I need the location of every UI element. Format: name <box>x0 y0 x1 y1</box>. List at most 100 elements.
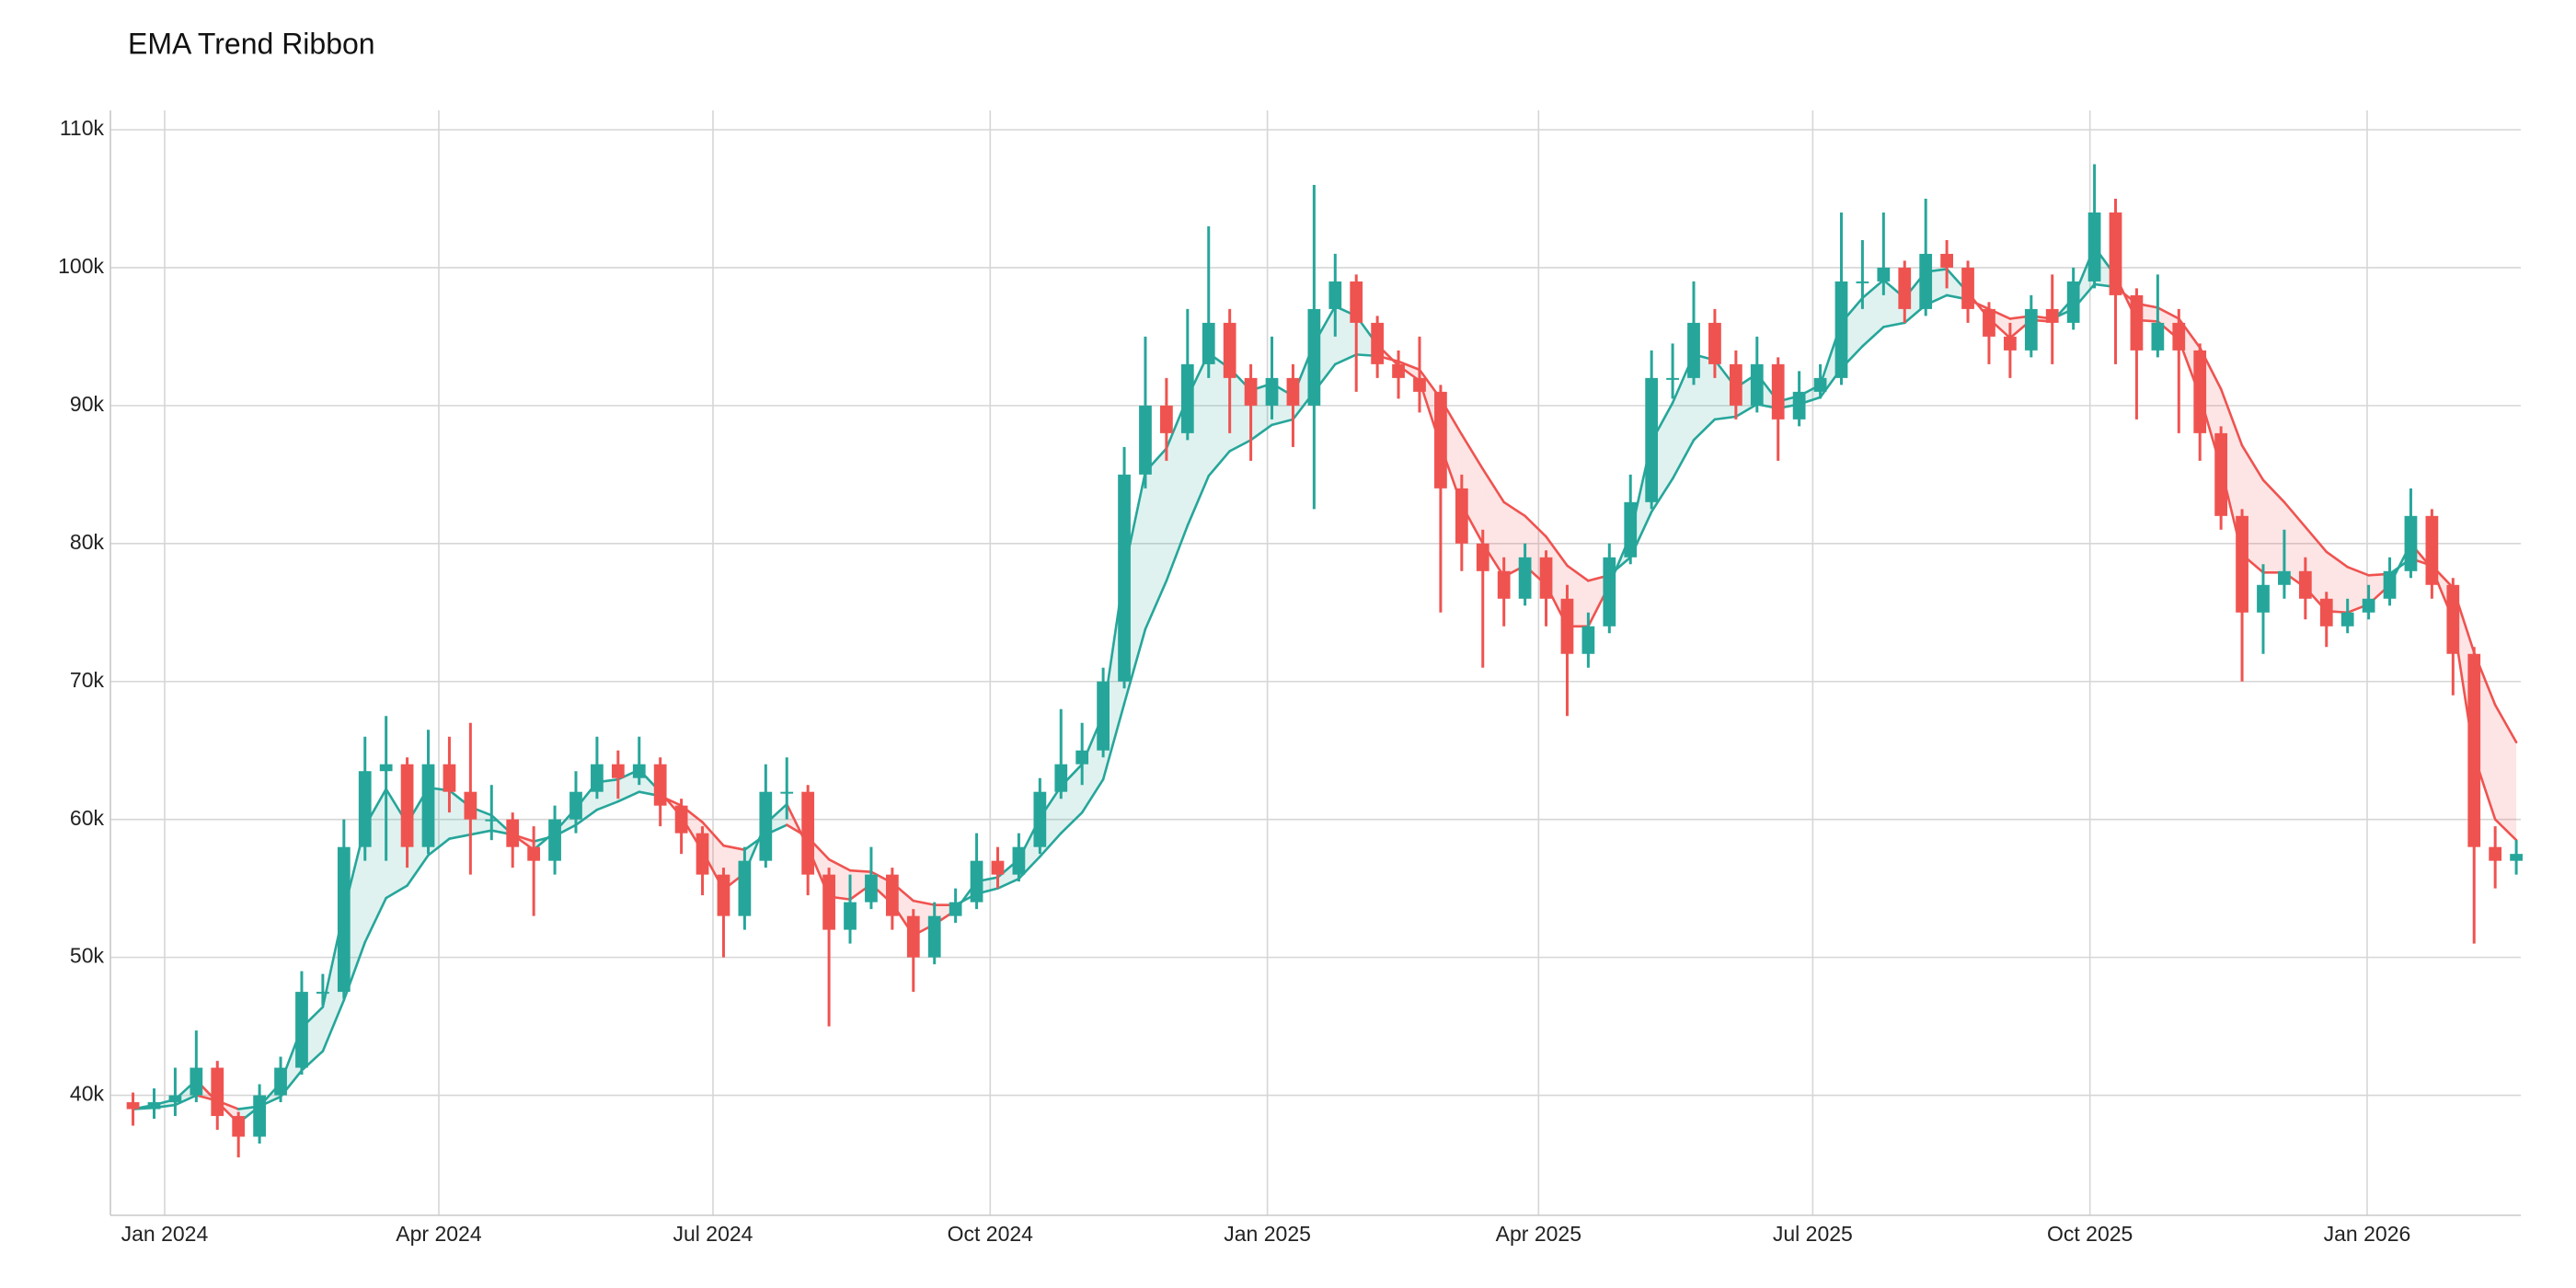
candle-body <box>780 791 794 794</box>
ema-slow-line <box>1734 403 1759 419</box>
ema-slow-line <box>1165 524 1190 582</box>
ema-slow-line <box>1397 360 1421 372</box>
ema-slow-line <box>174 1094 198 1107</box>
candle-body <box>1160 405 1173 433</box>
x-tick-label: Jul 2024 <box>673 1222 753 1246</box>
candle-body <box>2045 308 2059 323</box>
ema-slow-line <box>1861 326 1885 348</box>
ribbon-fill <box>1144 448 1167 629</box>
candle-body <box>569 791 582 820</box>
candle-body <box>548 819 561 861</box>
candle-body <box>801 791 815 875</box>
ema-slow-line <box>701 821 725 847</box>
candle-body <box>190 1067 203 1096</box>
ema-slow-line <box>616 790 641 803</box>
ema-slow-line <box>1080 777 1105 814</box>
ema-slow-line <box>1671 439 1696 480</box>
ema-slow-line <box>2219 387 2244 447</box>
ema-slow-line <box>1186 475 1211 527</box>
candle-body <box>2151 322 2165 351</box>
ema-slow-line <box>2261 478 2286 504</box>
candle-body <box>717 874 730 916</box>
candle-body <box>1413 377 1426 392</box>
candle-body <box>1560 598 1574 654</box>
candle-body <box>2066 281 2080 323</box>
candle-body <box>1350 281 1363 323</box>
ema-slow-line <box>996 877 1020 890</box>
candle-body <box>2257 584 2270 613</box>
x-tick-label: Jan 2025 <box>1224 1222 1311 1246</box>
candle-body <box>1687 322 1700 378</box>
candle-body <box>2109 212 2122 295</box>
ema-slow-line <box>2493 703 2518 744</box>
candle-body <box>1497 570 1511 599</box>
candle-body <box>1940 253 1953 268</box>
candle-body <box>653 764 667 806</box>
candle-body <box>421 764 435 847</box>
candle-body <box>232 1116 246 1137</box>
candle-body <box>991 860 1005 875</box>
y-tick-label: 70k <box>70 668 105 692</box>
ema-slow-line <box>1713 415 1738 421</box>
candle-body <box>2425 515 2439 585</box>
ema-fast-line <box>1861 279 1885 300</box>
ema-slow-line <box>1481 467 1505 504</box>
candle-layer <box>126 164 2523 1158</box>
candle-body <box>1539 557 1553 599</box>
y-tick-label: 90k <box>70 392 105 416</box>
candle-body <box>1813 377 1827 392</box>
candle-body <box>1286 377 1300 406</box>
candle-body <box>738 860 752 916</box>
candle-body <box>1307 308 1321 406</box>
ribbon-fill <box>1166 397 1188 581</box>
candle-body <box>1603 557 1616 627</box>
candle-body <box>1983 308 1995 337</box>
ema-slow-line <box>469 829 493 836</box>
ema-slow-line <box>448 833 472 840</box>
candle-body <box>2236 515 2248 613</box>
y-tick-label: 60k <box>70 806 105 830</box>
candle-body <box>696 833 709 875</box>
candle-body <box>1223 322 1236 378</box>
ribbon-fill <box>1862 280 1884 347</box>
candle-body <box>1054 764 1068 792</box>
chart-title: EMA Trend Ribbon <box>128 27 375 60</box>
candle-body <box>2510 854 2523 861</box>
candle-body <box>1180 363 1194 433</box>
ema-slow-line <box>363 896 387 944</box>
y-tick-label: 80k <box>70 530 105 554</box>
candle-body <box>316 992 329 995</box>
ema-slow-line <box>1460 433 1485 471</box>
candle-body <box>168 1095 182 1103</box>
candle-body <box>1877 267 1891 282</box>
y-tick-label: 50k <box>70 944 105 968</box>
ema-fast-line <box>2493 818 2518 842</box>
y-tick-label: 40k <box>70 1082 105 1106</box>
ema-slow-line <box>1524 514 1547 538</box>
candle-body <box>400 764 414 847</box>
candle-body <box>506 819 520 847</box>
candle-body <box>2446 584 2460 654</box>
ribbon-fill <box>2262 479 2284 573</box>
candle-body <box>1392 363 1405 378</box>
candle-body <box>2467 653 2481 847</box>
candle-body <box>885 874 899 916</box>
candle-body <box>927 915 941 958</box>
candle-body <box>1750 363 1764 406</box>
ema-slow-line <box>1545 535 1569 568</box>
x-tick-label: Apr 2024 <box>396 1222 482 1246</box>
ribbon-fill <box>2326 551 2348 613</box>
ema-slow-line <box>1692 418 1717 442</box>
ribbon-fill <box>2283 501 2306 588</box>
candle-body <box>1097 681 1110 751</box>
candle-body <box>464 791 477 820</box>
candle-body <box>1012 846 1026 875</box>
ema-slow-line <box>1144 579 1168 631</box>
candle-body <box>2193 350 2207 433</box>
candle-body <box>674 805 688 834</box>
ema-slow-line <box>1502 500 1526 518</box>
candle-body <box>1075 750 1089 765</box>
candle-body <box>1455 488 1468 544</box>
candle-body <box>844 902 857 930</box>
